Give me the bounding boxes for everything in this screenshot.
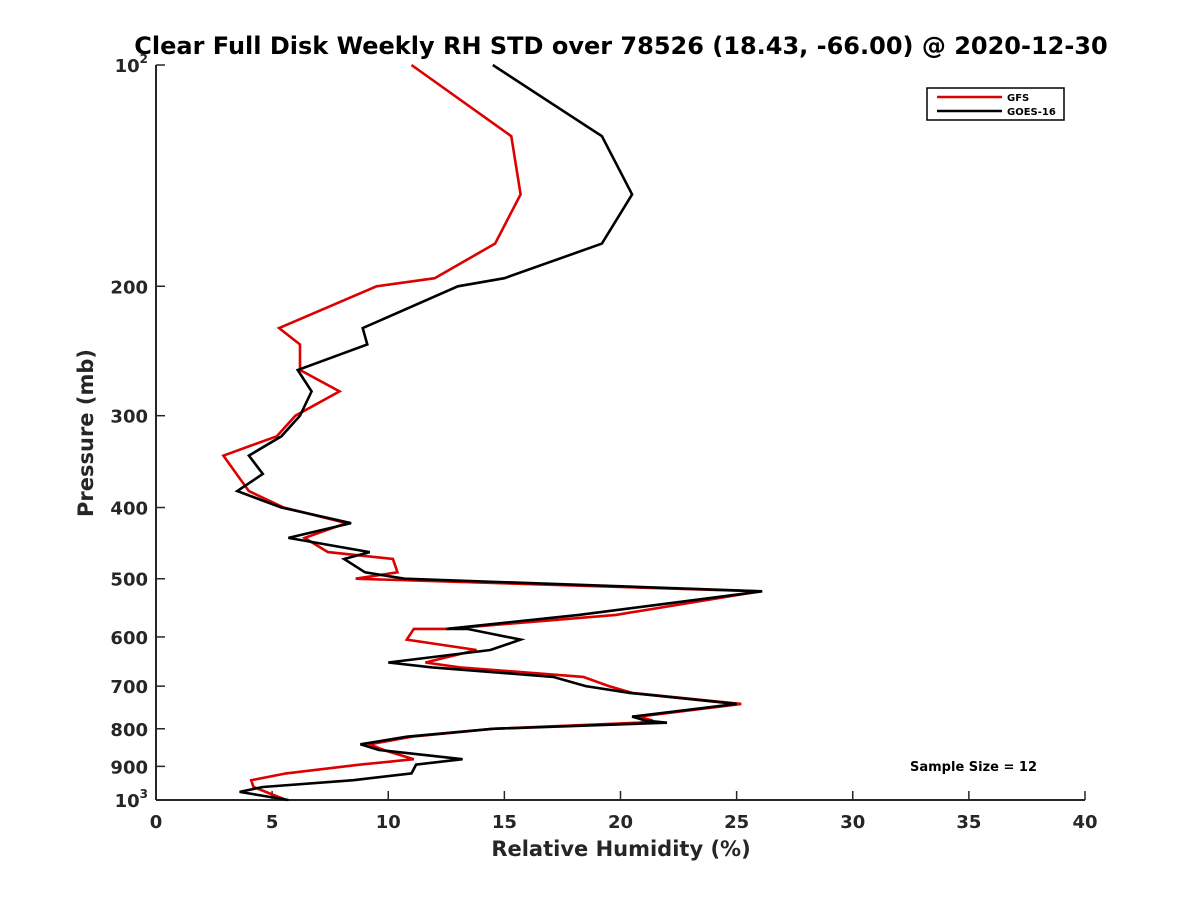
- y-tick-label: 300: [110, 407, 148, 428]
- legend: GFS GOES-16: [926, 87, 1065, 121]
- x-tick-label: 5: [266, 812, 279, 833]
- plot-area: 0 5 10 15 20 25 30 35 40 102 200 300 400 500 600 700 80…: [110, 52, 1097, 833]
- x-tick-label: 35: [956, 812, 981, 833]
- y-tick-label: 400: [110, 499, 148, 520]
- legend-label: GOES-16: [1007, 107, 1056, 118]
- y-tick-label: 500: [110, 570, 148, 591]
- legend-label: GFS: [1007, 93, 1029, 104]
- chart-title: Clear Full Disk Weekly RH STD over 78526…: [134, 32, 1107, 60]
- y-tick-label: 700: [110, 677, 148, 698]
- series-line-gfs: [221, 63, 761, 802]
- y-ticks: 102 200 300 400 500 600 700 800 900 103: [110, 52, 165, 812]
- x-tick-label: 25: [724, 812, 749, 833]
- y-axis-label: Pressure (mb): [74, 349, 98, 517]
- x-tick-label: 0: [150, 812, 163, 833]
- y-tick-label: 200: [110, 277, 148, 298]
- y-tick-label: 800: [110, 720, 148, 741]
- sample-size-annotation: Sample Size = 12: [910, 760, 1037, 775]
- y-tick-label: 102: [115, 52, 148, 77]
- y-tick-label: 103: [115, 787, 148, 812]
- x-tick-label: 40: [1072, 812, 1097, 833]
- x-tick-label: 30: [840, 812, 865, 833]
- x-axis-label: Relative Humidity (%): [491, 837, 750, 861]
- y-tick-label: 600: [110, 628, 148, 649]
- legend-items: GFS GOES-16: [937, 93, 1056, 118]
- x-tick-label: 20: [608, 812, 633, 833]
- series-lines: [221, 63, 763, 802]
- x-tick-label: 15: [492, 812, 517, 833]
- y-tick-label: 900: [110, 757, 148, 778]
- x-tick-label: 10: [376, 812, 401, 833]
- series-line-goes-16: [234, 63, 763, 802]
- x-ticks: 0 5 10 15 20 25 30 35 40: [150, 791, 1098, 833]
- legend-box: [926, 87, 1065, 121]
